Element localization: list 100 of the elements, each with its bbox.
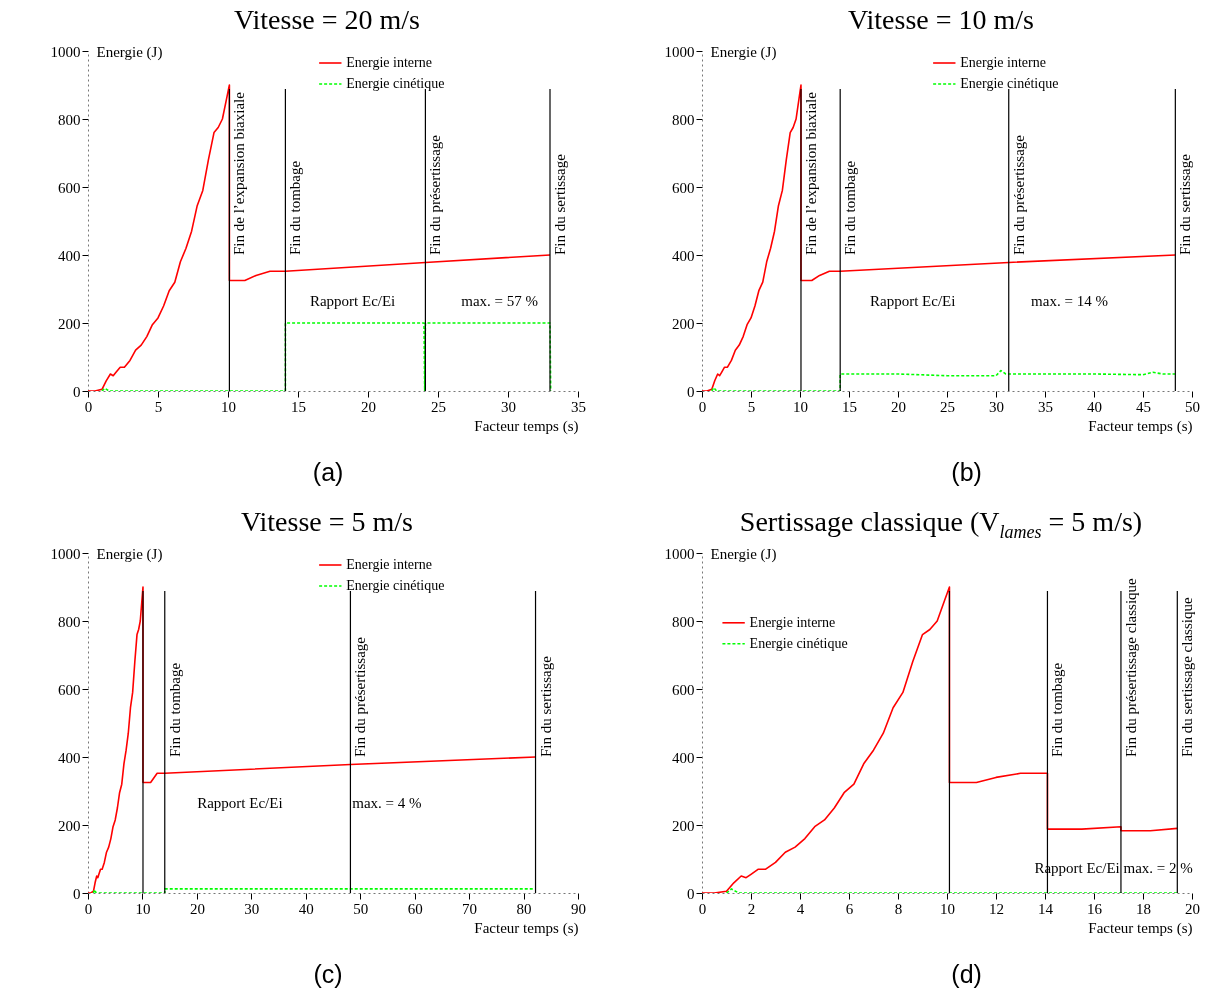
ref-line-label: Fin du tombage bbox=[287, 160, 304, 255]
x-axis-title: Facteur temps (s) bbox=[474, 417, 579, 435]
annotation: max. = 4 % bbox=[352, 794, 422, 811]
x-tick-label: 30 bbox=[989, 398, 1004, 415]
ref-line-label: Fin de l’expansion biaxiale bbox=[802, 91, 819, 255]
x-tick-label: 20 bbox=[891, 398, 906, 415]
x-tick-label: 4 bbox=[796, 900, 805, 917]
annotation: Rapport Ec/Ei bbox=[309, 292, 396, 309]
x-tick-label: 10 bbox=[793, 398, 808, 415]
y-tick-label: 600 bbox=[672, 179, 695, 196]
ref-line-label: Fin du présertissage classique bbox=[1122, 577, 1139, 757]
ref-line-label: Fin du sertissage bbox=[537, 655, 554, 757]
chart-title: Vitesse = 5 m/s bbox=[240, 506, 414, 539]
x-tick-label: 8 bbox=[894, 900, 903, 917]
y-tick-label: 0 bbox=[687, 383, 695, 400]
x-tick-label: 25 bbox=[431, 398, 446, 415]
legend-label: Energie interne bbox=[346, 55, 432, 70]
chart-title: Sertissage classique (V$_{lames}$ = 5 m/s) bbox=[738, 506, 1144, 542]
x-tick-label: 5 bbox=[747, 398, 756, 415]
y-tick-label: 400 bbox=[58, 749, 81, 766]
y-tick-label: 400 bbox=[672, 749, 695, 766]
x-tick-label: 6 bbox=[845, 900, 854, 917]
x-tick-label: 25 bbox=[940, 398, 955, 415]
y-tick-label: 400 bbox=[672, 247, 695, 264]
x-tick-label: 50 bbox=[1185, 398, 1200, 415]
x-tick-label: 45 bbox=[1136, 398, 1151, 415]
x-tick-label: 50 bbox=[353, 900, 369, 917]
annotation: Rapport Ec/Ei bbox=[870, 292, 956, 309]
y-tick-label: 400 bbox=[58, 247, 81, 264]
x-tick-label: 10 bbox=[940, 900, 955, 917]
y-tick-label: 0 bbox=[687, 885, 695, 902]
y-tick-label: 600 bbox=[672, 681, 695, 698]
x-tick-label: 14 bbox=[1038, 900, 1054, 917]
y-tick-label: 1000 bbox=[664, 545, 695, 562]
x-tick-label: 20 bbox=[361, 398, 376, 415]
x-tick-label: 70 bbox=[462, 900, 478, 917]
legend-label: Energie cinétique bbox=[960, 76, 1059, 91]
x-tick-label: 5 bbox=[154, 398, 163, 415]
annotation: max. = 57 % bbox=[461, 292, 538, 309]
annotation: Rapport Ec/Ei bbox=[197, 794, 283, 811]
x-tick-label: 15 bbox=[842, 398, 857, 415]
x-tick-label: 20 bbox=[1185, 900, 1200, 917]
annotation: max. = 14 % bbox=[1031, 292, 1108, 309]
y-tick-label: 600 bbox=[58, 179, 81, 196]
text: (a) bbox=[312, 457, 344, 486]
x-tick-label: 35 bbox=[571, 398, 586, 415]
y-tick-label: 1000 bbox=[50, 545, 81, 562]
x-tick-label: 0 bbox=[698, 398, 707, 415]
x-tick-label: 0 bbox=[84, 900, 93, 917]
y-axis-title: Energie (J) bbox=[96, 545, 163, 563]
ref-line-label: Fin du tombage bbox=[1049, 662, 1066, 757]
y-tick-label: 200 bbox=[672, 817, 695, 834]
y-tick-label: 0 bbox=[73, 885, 81, 902]
y-tick-label: 200 bbox=[58, 315, 81, 332]
y-tick-label: 800 bbox=[58, 613, 81, 630]
x-tick-label: 16 bbox=[1087, 900, 1103, 917]
ref-line-label: Fin du sertissage bbox=[552, 153, 568, 255]
y-tick-label: 200 bbox=[58, 817, 81, 834]
x-axis-title: Facteur temps (s) bbox=[1088, 919, 1193, 937]
legend-label: Energie interne bbox=[346, 557, 432, 572]
y-tick-label: 600 bbox=[58, 681, 81, 698]
y-axis-title: Energie (J) bbox=[710, 545, 777, 563]
y-tick-label: 1000 bbox=[664, 43, 695, 60]
ref-line-label: Fin du tombage bbox=[842, 160, 859, 255]
x-tick-label: 0 bbox=[698, 900, 707, 917]
x-tick-label: 30 bbox=[501, 398, 516, 415]
x-tick-label: 2 bbox=[747, 900, 756, 917]
x-tick-label: 10 bbox=[221, 398, 236, 415]
ref-line-label: Fin du sertissage classique bbox=[1179, 597, 1196, 757]
x-tick-label: 30 bbox=[244, 900, 260, 917]
text: (d) bbox=[951, 959, 982, 988]
chart-title: Vitesse = 20 m/s bbox=[233, 4, 421, 37]
x-tick-label: 10 bbox=[135, 900, 151, 917]
x-tick-label: 12 bbox=[989, 900, 1004, 917]
legend-label: Energie cinétique bbox=[749, 635, 848, 651]
x-tick-label: 40 bbox=[1087, 398, 1102, 415]
y-tick-label: 0 bbox=[73, 383, 81, 400]
x-tick-label: 35 bbox=[1038, 398, 1053, 415]
x-tick-label: 40 bbox=[298, 900, 314, 917]
x-tick-label: 0 bbox=[84, 398, 93, 415]
x-tick-label: 18 bbox=[1136, 900, 1151, 917]
legend-label: Energie cinétique bbox=[346, 578, 445, 593]
x-tick-label: 15 bbox=[291, 398, 306, 415]
ref-line-label: Fin du sertissage bbox=[1177, 153, 1194, 255]
chart-title: Vitesse = 10 m/s bbox=[847, 4, 1035, 37]
y-tick-label: 800 bbox=[672, 613, 695, 630]
ref-line-label: Fin du présertissage bbox=[427, 134, 444, 255]
x-tick-label: 20 bbox=[189, 900, 205, 917]
text: (b) bbox=[951, 457, 982, 486]
y-tick-label: 800 bbox=[58, 111, 81, 128]
ref-line-label: Fin de l’expansion biaxiale bbox=[231, 91, 248, 255]
ref-line-label: Fin du tombage bbox=[166, 662, 183, 757]
legend-label: Energie interne bbox=[960, 55, 1046, 70]
y-tick-label: 200 bbox=[672, 315, 695, 332]
x-tick-label: 90 bbox=[571, 900, 586, 917]
x-tick-label: 60 bbox=[407, 900, 423, 917]
y-axis-title: Energie (J) bbox=[710, 43, 777, 61]
text: (c) bbox=[313, 959, 343, 988]
legend-label: Energie interne bbox=[749, 614, 836, 630]
x-axis-title: Facteur temps (s) bbox=[474, 919, 579, 937]
